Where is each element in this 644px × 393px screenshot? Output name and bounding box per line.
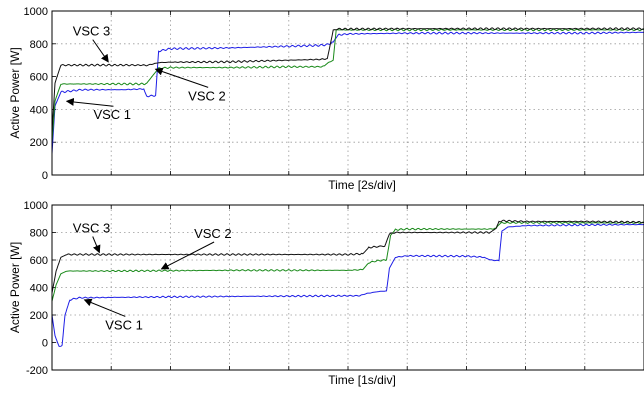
y-axis-label: Active Power [W] [8, 242, 22, 333]
y-tick-label: 400 [30, 104, 48, 116]
series-line-vsc-3 [51, 27, 644, 133]
series-line-vsc-1 [51, 31, 644, 154]
y-tick-label: 1000 [24, 6, 48, 18]
y-tick-label: 200 [30, 310, 48, 322]
chart-2: -200 0 200 400 600 800 1000 VSC 3 VSC 2 VSC 1 Time… [8, 200, 644, 387]
y-tick-label: 400 [30, 283, 48, 295]
annotation-label: VSC 3 [73, 221, 111, 236]
annotation-label: VSC 3 [73, 24, 111, 39]
series-line-vsc-1 [51, 223, 644, 347]
y-axis-label: Active Power [W] [8, 47, 22, 138]
y-tick-label: 0 [42, 338, 48, 350]
annotation-label: VSC 1 [105, 317, 143, 332]
annotation-arrow [65, 97, 114, 107]
y-tick-label: 200 [30, 137, 48, 149]
annotation-arrow [83, 298, 126, 317]
plot-frame [51, 10, 644, 176]
annotation-label: VSC 1 [93, 107, 131, 122]
y-tick-label: 1000 [24, 200, 48, 212]
annotation-label: VSC 2 [194, 226, 232, 241]
y-tick-label: -200 [26, 365, 48, 377]
series-line-vsc-2 [51, 221, 644, 302]
annotation-arrow [92, 236, 101, 254]
y-tick-label: 600 [30, 255, 48, 267]
annotation-arrow [154, 67, 209, 88]
annotation-arrow [92, 39, 109, 63]
annotation-arrow [160, 241, 215, 270]
x-axis-label: Time [2s/div] [328, 178, 396, 192]
annotation-label: VSC 2 [188, 88, 226, 103]
x-axis-label: Time [1s/div] [328, 373, 396, 387]
series-line-vsc-3 [51, 219, 644, 294]
y-tick-label: 600 [30, 72, 48, 84]
y-tick-label: 800 [30, 39, 48, 51]
plot-frame [51, 204, 644, 371]
y-tick-label: 0 [42, 170, 48, 182]
y-tick-label: 800 [30, 228, 48, 240]
chart-1: 0 200 400 600 800 1000 VSC 3 VSC 2 VSC 1 Time [2s… [8, 6, 644, 192]
